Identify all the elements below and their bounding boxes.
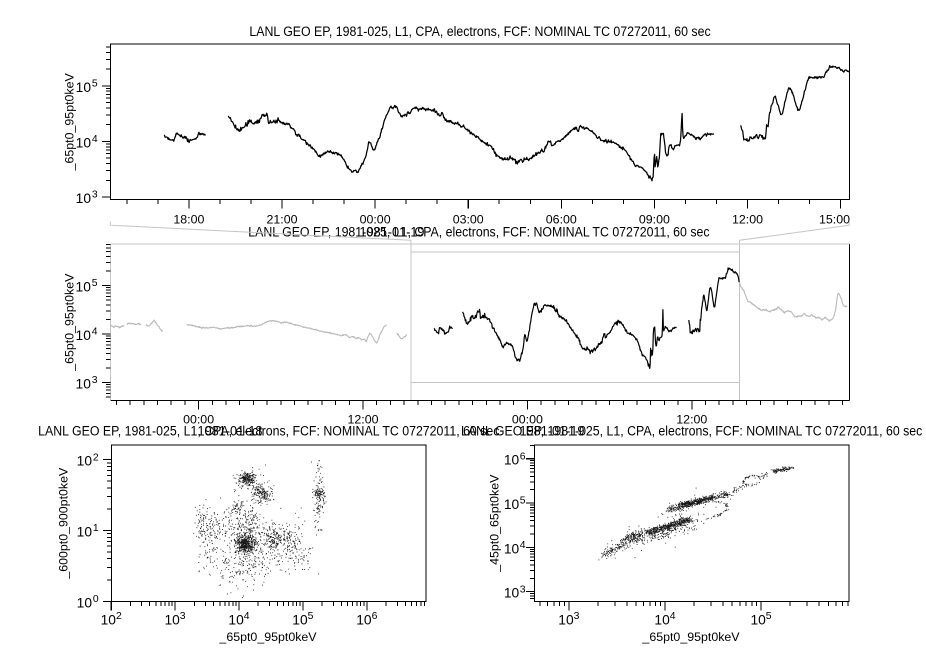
svg-text:10: 10 [228,612,244,627]
svg-text:10: 10 [504,497,520,512]
svg-text:5: 5 [308,611,314,622]
svg-text:5: 5 [92,278,98,289]
svg-text:10: 10 [76,377,92,392]
svg-text:4: 4 [92,134,98,145]
svg-text:_65pt0_95pt0keV: _65pt0_95pt0keV [218,630,317,644]
svg-text:10: 10 [76,191,92,206]
svg-text:_65pt0_95pt0keV: _65pt0_95pt0keV [641,630,740,644]
svg-text:LANL GEO EP, 1981-025, L1, CPA: LANL GEO EP, 1981-025, L1, CPA, electron… [461,424,923,439]
svg-text:10: 10 [654,612,670,627]
svg-text:5: 5 [520,496,526,507]
svg-text:10: 10 [292,612,308,627]
svg-text:10: 10 [77,524,93,539]
svg-text:10: 10 [76,328,92,343]
svg-text:3: 3 [92,190,98,201]
svg-text:10: 10 [101,612,117,627]
svg-text:10: 10 [751,612,767,627]
svg-text:1981-01-19: 1981-01-19 [360,225,425,240]
svg-text:1: 1 [93,523,99,534]
svg-text:4: 4 [670,611,676,622]
svg-text:18:00: 18:00 [173,212,204,226]
svg-text:10: 10 [356,612,372,627]
svg-text:2: 2 [93,452,99,463]
svg-text:21:00: 21:00 [266,212,297,226]
svg-text:10: 10 [558,612,574,627]
svg-text:10: 10 [504,453,520,468]
svg-text:06:00: 06:00 [546,212,577,226]
svg-text:_45pt0_65pt0keV: _45pt0_65pt0keV [487,474,501,573]
svg-text:5: 5 [766,611,772,622]
svg-text:3: 3 [92,375,98,386]
svg-text:4: 4 [244,611,250,622]
svg-text:10: 10 [76,80,92,95]
svg-text:00:00: 00:00 [183,413,214,427]
svg-text:4: 4 [520,540,526,551]
svg-text:10: 10 [76,280,92,295]
svg-text:LANL GEO EP, 1981-025, L1, CPA: LANL GEO EP, 1981-025, L1, CPA, electron… [38,424,500,439]
svg-text:1981-01-19: 1981-01-19 [520,424,585,439]
svg-text:_65pt0_95pt0keV: _65pt0_95pt0keV [62,273,76,372]
svg-text:5: 5 [92,79,98,90]
svg-text:10: 10 [76,135,92,150]
svg-text:15:00: 15:00 [819,212,850,226]
svg-text:1981-01-18: 1981-01-18 [198,424,263,439]
svg-text:3: 3 [520,584,526,595]
svg-text:00:00: 00:00 [360,212,391,226]
svg-text:2: 2 [116,611,122,622]
svg-text:03:00: 03:00 [453,212,484,226]
svg-text:LANL GEO EP, 1981-025, L1, CPA: LANL GEO EP, 1981-025, L1, CPA, electron… [248,225,710,240]
svg-text:10: 10 [77,454,93,469]
svg-text:09:00: 09:00 [639,212,670,226]
svg-text:6: 6 [372,611,378,622]
svg-text:12:00: 12:00 [676,413,707,427]
svg-text:10: 10 [504,586,520,601]
svg-text:LANL GEO EP, 1981-025, L1, CPA: LANL GEO EP, 1981-025, L1, CPA, electron… [249,24,711,39]
svg-text:12:00: 12:00 [347,413,378,427]
svg-text:6: 6 [520,451,526,462]
svg-text:10: 10 [77,595,93,610]
svg-text:4: 4 [92,327,98,338]
svg-text:_600pt0_900pt0keV: _600pt0_900pt0keV [56,467,70,580]
svg-text:_65pt0_95pt0keV: _65pt0_95pt0keV [62,72,76,171]
svg-text:12:00: 12:00 [732,212,763,226]
svg-text:10: 10 [504,541,520,556]
svg-text:10: 10 [165,612,181,627]
svg-text:00:00: 00:00 [512,413,543,427]
svg-text:0: 0 [93,594,99,605]
svg-text:3: 3 [180,611,186,622]
svg-text:3: 3 [574,611,580,622]
